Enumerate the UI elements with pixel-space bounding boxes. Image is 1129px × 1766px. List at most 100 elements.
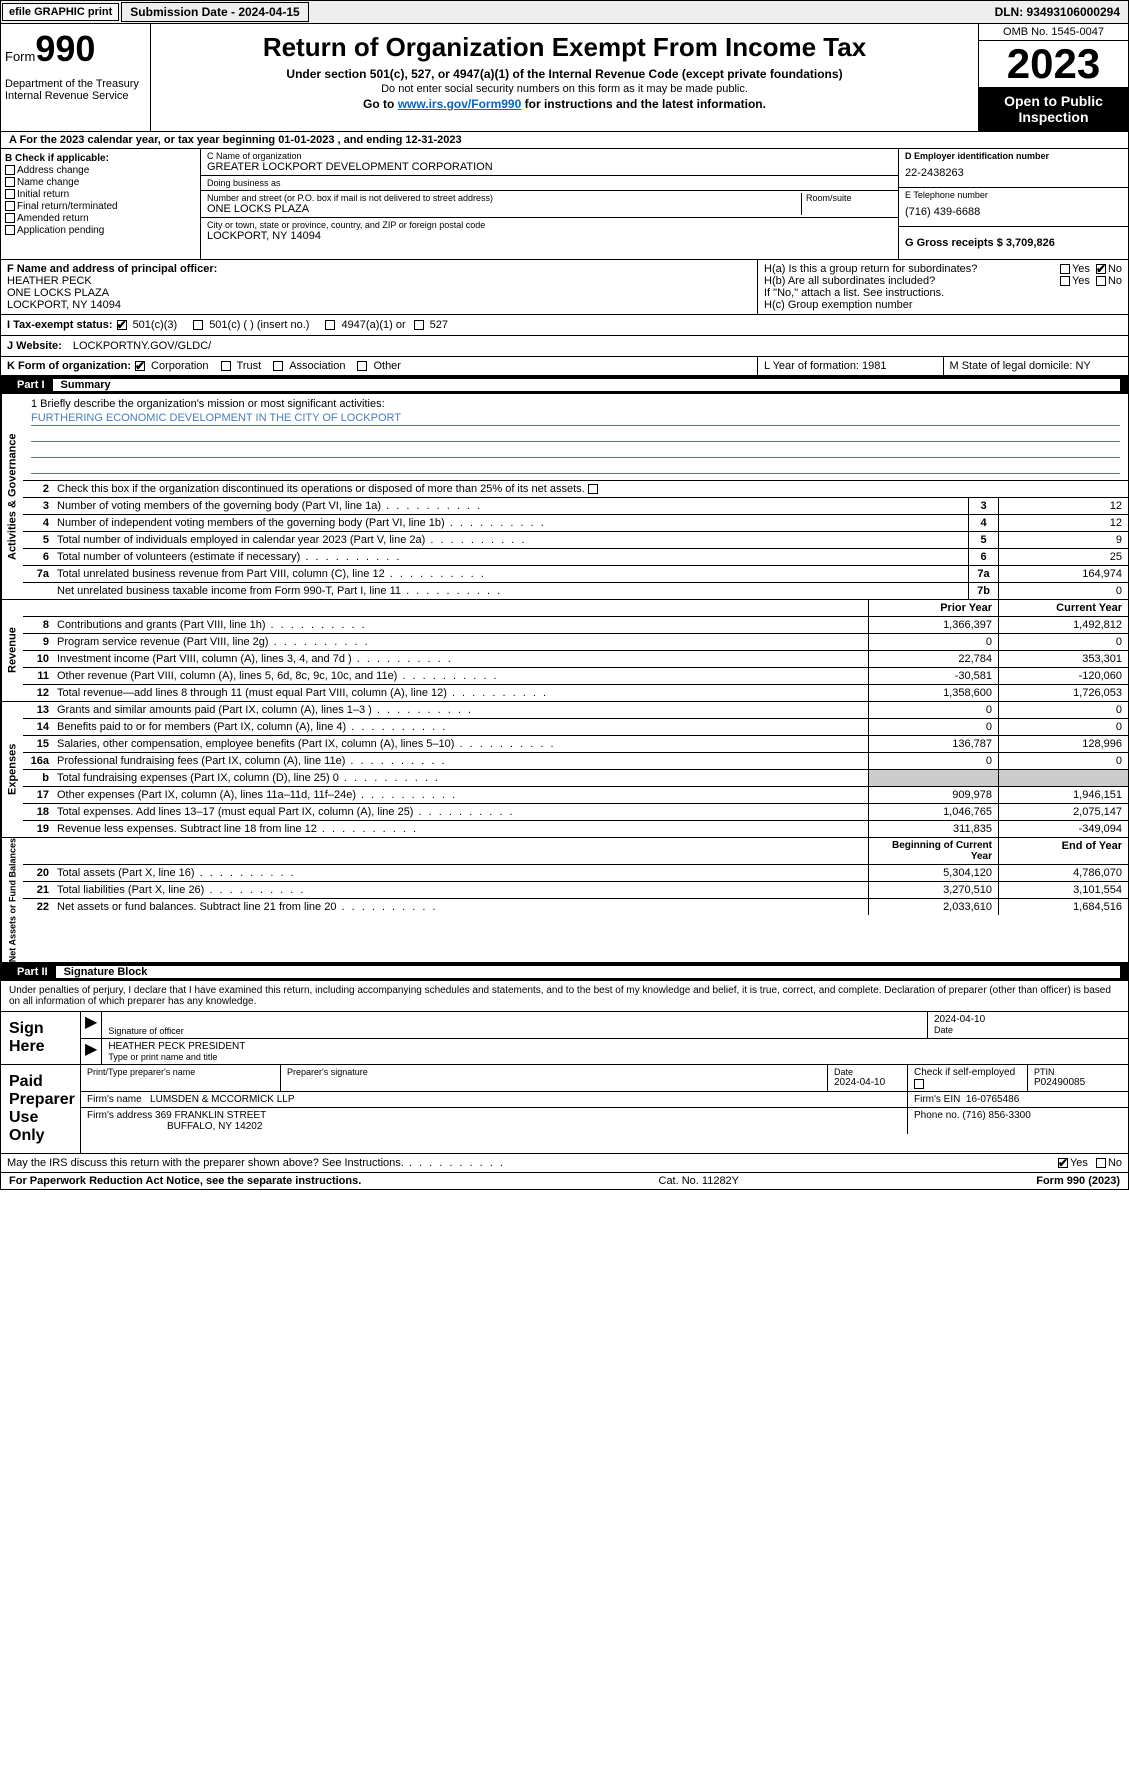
part-1-num: Part I (9, 379, 53, 391)
prior-amount: 1,366,397 (868, 617, 998, 633)
org-name-label: C Name of organization (207, 151, 892, 161)
blank (53, 600, 868, 616)
paid-preparer-right: Print/Type preparer's name Preparer's si… (81, 1065, 1128, 1153)
chk-address-change[interactable]: Address change (5, 165, 196, 176)
cat-number: Cat. No. 11282Y (361, 1175, 1036, 1187)
line-box: 5 (968, 532, 998, 548)
line-amount: 12 (998, 515, 1128, 531)
current-amount: 0 (998, 634, 1128, 650)
line-num: 6 (23, 549, 53, 565)
summary-row: b Total fundraising expenses (Part IX, c… (23, 770, 1128, 787)
firm-phone-cell: Phone no. (716) 856-3300 (908, 1108, 1128, 1134)
firm-phone-label: Phone no. (914, 1110, 960, 1121)
line-amount: 12 (998, 498, 1128, 514)
summary-row: 14 Benefits paid to or for members (Part… (23, 719, 1128, 736)
prior-amount: 2,033,610 (868, 899, 998, 915)
chk-label: Address change (17, 165, 89, 176)
prior-amount: 0 (868, 634, 998, 650)
checkbox-icon[interactable] (135, 361, 145, 371)
checkbox-icon[interactable] (1096, 264, 1106, 274)
arrow-icon: ▶ (81, 1012, 102, 1038)
summary-row: 13 Grants and similar amounts paid (Part… (23, 702, 1128, 719)
checkbox-icon[interactable] (1060, 264, 1070, 274)
checkbox-icon[interactable] (1060, 276, 1070, 286)
checkbox-icon[interactable] (914, 1079, 924, 1089)
header-sub2: Do not enter social security numbers on … (155, 83, 974, 95)
form-number: Form990 (5, 28, 146, 70)
checkbox-icon[interactable] (221, 361, 231, 371)
summary-row: Net unrelated business taxable income fr… (23, 583, 1128, 599)
pra-notice: For Paperwork Reduction Act Notice, see … (9, 1175, 361, 1187)
no-label: No (1108, 1157, 1122, 1169)
checkbox-icon[interactable] (325, 320, 335, 330)
checkbox-icon[interactable] (193, 320, 203, 330)
summary-row: 21 Total liabilities (Part X, line 26) 3… (23, 882, 1128, 899)
current-amount: 0 (998, 753, 1128, 769)
section-governance: Activities & Governance 1 Briefly descri… (0, 394, 1129, 600)
chk-initial-return[interactable]: Initial return (5, 189, 196, 200)
checkbox-icon[interactable] (1058, 1158, 1068, 1168)
discuss-question: May the IRS discuss this return with the… (7, 1157, 505, 1169)
firm-addr2: BUFFALO, NY 14202 (167, 1121, 262, 1132)
blank (23, 600, 53, 616)
prep-name-label: Print/Type preparer's name (87, 1067, 274, 1077)
form-org-label: K Form of organization: (7, 360, 131, 372)
summary-row: 6 Total number of volunteers (estimate i… (23, 549, 1128, 566)
line-text: Revenue less expenses. Subtract line 18 … (53, 821, 868, 837)
checkbox-icon[interactable] (357, 361, 367, 371)
checkbox-icon[interactable] (414, 320, 424, 330)
chk-name-change[interactable]: Name change (5, 177, 196, 188)
line-text: Other expenses (Part IX, column (A), lin… (53, 787, 868, 803)
line-text: Investment income (Part VIII, column (A)… (53, 651, 868, 667)
officer-sig-cell: Signature of officer (102, 1012, 928, 1038)
prior-amount: 311,835 (868, 821, 998, 837)
current-amount: 1,726,053 (998, 685, 1128, 701)
prior-amount: 0 (868, 702, 998, 718)
efile-button[interactable]: efile GRAPHIC print (2, 3, 119, 21)
current-amount: 1,946,151 (998, 787, 1128, 803)
checkbox-icon[interactable] (588, 484, 598, 494)
column-b: B Check if applicable: Address change Na… (1, 149, 201, 259)
header-sub1: Under section 501(c), 527, or 4947(a)(1)… (155, 67, 974, 81)
chk-app-pending[interactable]: Application pending (5, 225, 196, 236)
form-990-number: 990 (35, 28, 95, 69)
prep-sig-cell: Preparer's signature (281, 1065, 828, 1091)
section-expenses: Expenses 13 Grants and similar amounts p… (0, 702, 1129, 838)
checkbox-icon[interactable] (273, 361, 283, 371)
tax-year: 2023 (979, 41, 1128, 87)
officer-name-cell: HEATHER PECK PRESIDENT Type or print nam… (102, 1039, 1128, 1064)
prior-amount: 0 (868, 753, 998, 769)
line-num: 14 (23, 719, 53, 735)
officer-addr2: LOCKPORT, NY 14094 (7, 299, 751, 311)
header-middle: Return of Organization Exempt From Incom… (151, 24, 978, 131)
sign-here-right: ▶ Signature of officer 2024-04-10 Date ▶… (81, 1012, 1128, 1064)
column-d: D Employer identification number 22-2438… (898, 149, 1128, 259)
row-i-j: I Tax-exempt status: 501(c)(3) 501(c) ( … (0, 315, 1129, 357)
line-amount: 0 (998, 583, 1128, 599)
name-title-label: Type or print name and title (108, 1052, 1122, 1062)
current-amount: 1,492,812 (998, 617, 1128, 633)
cell-org-name: C Name of organization GREATER LOCKPORT … (201, 149, 898, 176)
chk-label: Initial return (17, 189, 69, 200)
checkbox-icon[interactable] (1096, 276, 1106, 286)
line-num (23, 583, 53, 599)
summary-row: 18 Total expenses. Add lines 13–17 (must… (23, 804, 1128, 821)
firm-label: Firm's name (87, 1094, 142, 1105)
discuss-cell: May the IRS discuss this return with the… (1, 1154, 1128, 1172)
firm-ein: 16-0765486 (966, 1094, 1019, 1105)
officer-name: HEATHER PECK (7, 275, 751, 287)
firm-addr-label: Firm's address (87, 1110, 152, 1121)
no-label: No (1108, 263, 1122, 275)
firm-ein-label: Firm's EIN (914, 1094, 960, 1105)
line-text: Salaries, other compensation, employee b… (53, 736, 868, 752)
addr-label: Number and street (or P.O. box if mail i… (207, 193, 797, 203)
irs-link[interactable]: www.irs.gov/Form990 (398, 97, 522, 111)
501c3-label: 501(c)(3) (133, 319, 178, 331)
line-num: 3 (23, 498, 53, 514)
checkbox-icon[interactable] (1096, 1158, 1106, 1168)
summary-row: 22 Net assets or fund balances. Subtract… (23, 899, 1128, 915)
checkbox-icon[interactable] (117, 320, 127, 330)
checkbox-icon (5, 177, 15, 187)
chk-final-return[interactable]: Final return/terminated (5, 201, 196, 212)
chk-amended[interactable]: Amended return (5, 213, 196, 224)
